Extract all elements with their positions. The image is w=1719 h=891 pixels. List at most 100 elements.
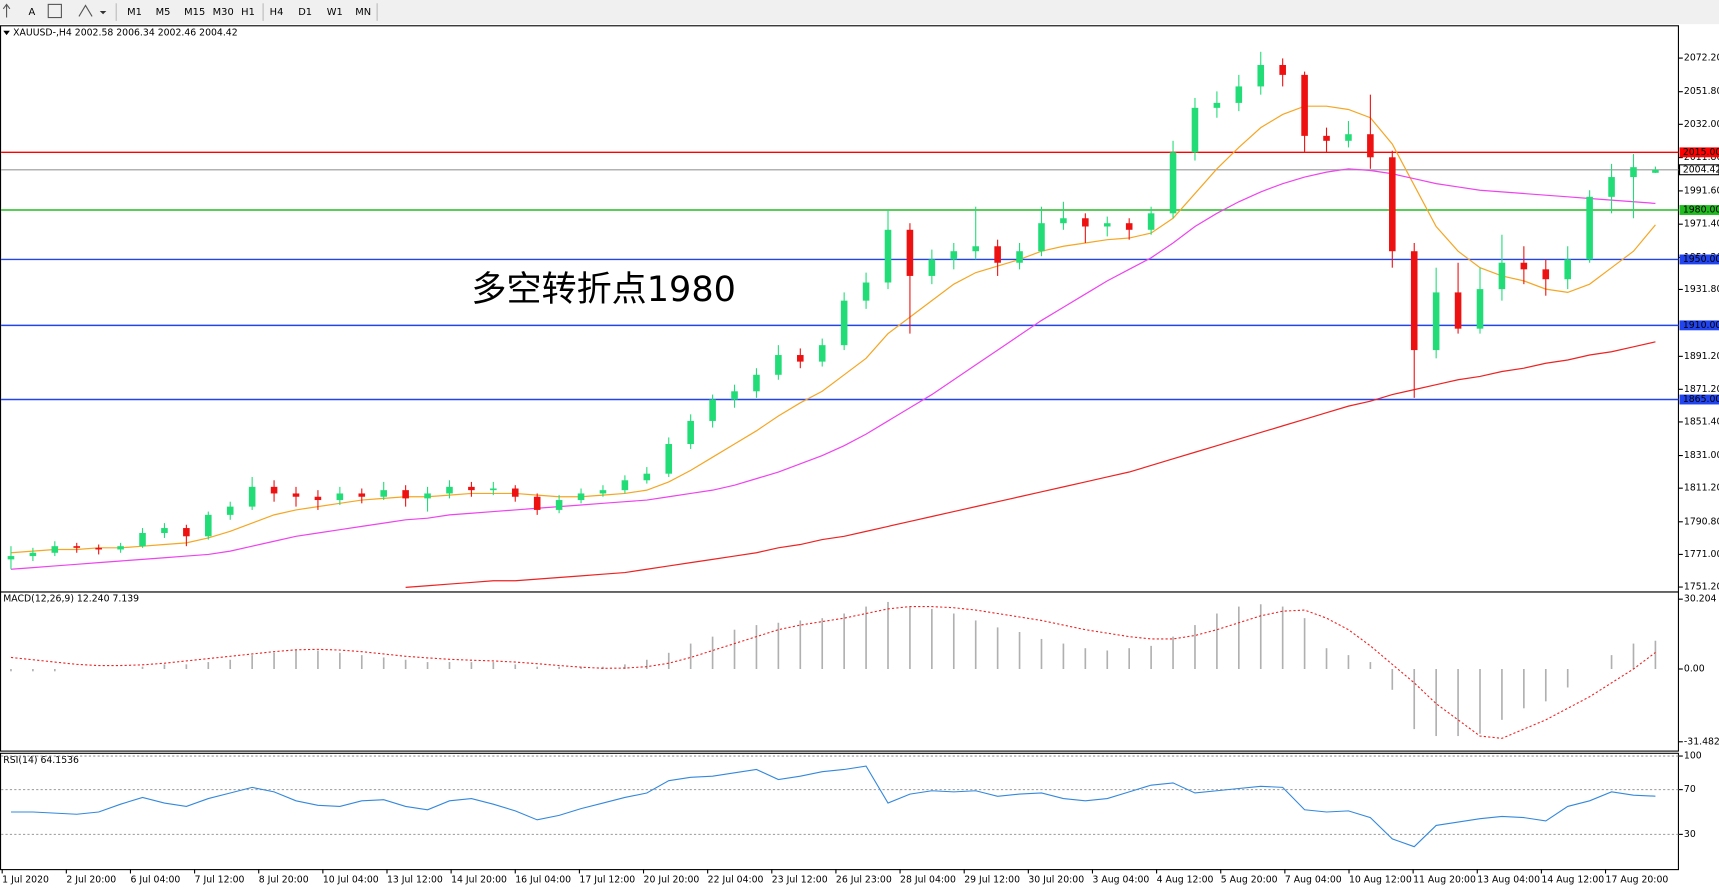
- level-label-box: [1679, 394, 1719, 405]
- level-label-box: [1679, 254, 1719, 265]
- cursor-icon[interactable]: [2, 3, 11, 18]
- x-tick-label: 8 Jul 20:00: [259, 875, 309, 886]
- y-tick-label: 1851.40: [1684, 416, 1719, 427]
- annotation: 多空转折点1980: [471, 269, 736, 310]
- level-label: 2015.00: [1683, 147, 1719, 158]
- y-tick-label: 1991.60: [1684, 185, 1719, 196]
- candle-body: [1389, 157, 1396, 252]
- y-tick-label: 1871.20: [1684, 384, 1719, 395]
- timeframe-button[interactable]: M30: [213, 7, 234, 18]
- candle-body: [248, 486, 256, 507]
- dropdown-icon[interactable]: [99, 10, 107, 15]
- timeframe-button[interactable]: MN: [355, 7, 371, 18]
- candle-body: [226, 506, 234, 515]
- candle-body: [994, 246, 1001, 263]
- candle-body: [1323, 135, 1330, 141]
- x-tick-label: 4 Aug 12:00: [1157, 875, 1214, 886]
- x-tick-label: 7 Jul 12:00: [195, 875, 245, 886]
- candle-body: [380, 490, 387, 497]
- candle-body: [7, 556, 15, 560]
- y-tick-label: 100: [1684, 751, 1702, 762]
- y-tick-label: 2072.20: [1684, 53, 1719, 64]
- timeframe-button[interactable]: H4: [270, 7, 284, 18]
- timeframe-button[interactable]: H1: [241, 7, 255, 18]
- candle-body: [906, 229, 914, 276]
- x-tick-label: 17 Aug 20:00: [1606, 875, 1669, 886]
- y-tick-label: 1831.00: [1684, 450, 1719, 461]
- candle-body: [161, 528, 168, 533]
- candle-body: [1476, 289, 1484, 329]
- font-button[interactable]: A: [29, 7, 36, 18]
- candle-body: [358, 493, 366, 497]
- level-label-box: [1679, 147, 1719, 158]
- candle-body: [665, 444, 673, 474]
- candle-body: [205, 514, 212, 537]
- timeframe-button[interactable]: M1: [127, 7, 142, 18]
- timeframe-button[interactable]: D1: [298, 7, 312, 18]
- panel-frame: [0, 752, 1679, 871]
- candle-body: [336, 493, 344, 501]
- level-label: 1910.00: [1683, 320, 1719, 331]
- candle-body: [1608, 177, 1615, 197]
- candle-body: [139, 532, 146, 547]
- level-label-box: [1679, 205, 1719, 215]
- level-label: 1865.00: [1683, 394, 1719, 405]
- timeframe-button[interactable]: M15: [184, 7, 205, 18]
- candle-body: [270, 486, 278, 494]
- candle-body: [709, 399, 716, 421]
- y-tick-label: 2011.80: [1684, 152, 1719, 163]
- indicator-title: MACD(12,26,9) 12.240 7.139: [3, 594, 139, 605]
- y-tick-label: 1811.20: [1684, 483, 1719, 494]
- x-tick-label: 1 Jul 2020: [2, 875, 49, 886]
- candle-body: [1016, 251, 1023, 263]
- candle-body: [840, 300, 848, 346]
- indicator-title: XAUUSD-,H4 2002.58 2006.34 2002.46 2004.…: [13, 27, 237, 38]
- objects-icon[interactable]: [78, 4, 93, 17]
- text-label-icon[interactable]: [47, 3, 62, 19]
- x-tick-label: 10 Jul 04:00: [323, 875, 379, 886]
- indicator-title: RSI(14) 64.1536: [3, 755, 79, 766]
- moving-average: [10, 168, 1656, 570]
- candle-body: [950, 251, 958, 260]
- candle-body: [1564, 259, 1571, 280]
- candle-body: [1125, 223, 1133, 230]
- candle-body: [687, 420, 694, 445]
- candle-body: [1345, 134, 1352, 141]
- candle-body: [1235, 86, 1243, 103]
- y-tick-label: 30: [1684, 829, 1696, 840]
- candle-body: [797, 355, 804, 362]
- y-tick-label: 1931.80: [1684, 284, 1719, 295]
- x-tick-label: 2 Jul 20:00: [66, 875, 116, 886]
- candle-body: [73, 546, 81, 548]
- candle-body: [1191, 107, 1199, 153]
- toolbar: [0, 0, 1719, 25]
- candle-body: [599, 490, 607, 494]
- panel-frame: [0, 591, 1679, 752]
- candle-body: [490, 488, 497, 491]
- candle-body: [1169, 152, 1177, 214]
- x-tick-label: 3 Aug 04:00: [1092, 875, 1149, 886]
- level-label: 1950.00: [1683, 254, 1719, 265]
- y-tick-label: 1790.80: [1684, 516, 1719, 527]
- x-tick-label: 29 Jul 12:00: [964, 875, 1020, 886]
- x-tick-label: 30 Jul 20:00: [1028, 875, 1084, 886]
- x-tick-label: 14 Jul 20:00: [451, 875, 507, 886]
- y-tick-label: 2051.80: [1684, 86, 1719, 97]
- x-tick-label: 14 Aug 12:00: [1541, 875, 1604, 886]
- candle-body: [753, 374, 760, 392]
- candle-body: [884, 229, 892, 283]
- y-tick-label: 1891.20: [1684, 351, 1719, 362]
- level-label-box: [1679, 320, 1719, 331]
- y-tick-label: -31.482: [1684, 736, 1719, 747]
- x-tick-label: 23 Jul 12:00: [772, 875, 828, 886]
- timeframe-button[interactable]: M5: [156, 7, 171, 18]
- y-tick-label: 1751.20: [1684, 582, 1719, 593]
- timeframe-button[interactable]: W1: [327, 7, 343, 18]
- candle-body: [402, 490, 409, 499]
- candle-body: [1542, 269, 1550, 280]
- candle-body: [1301, 74, 1308, 136]
- x-tick-label: 22 Jul 04:00: [708, 875, 764, 886]
- x-tick-label: 17 Jul 12:00: [579, 875, 635, 886]
- candle-body: [862, 282, 870, 301]
